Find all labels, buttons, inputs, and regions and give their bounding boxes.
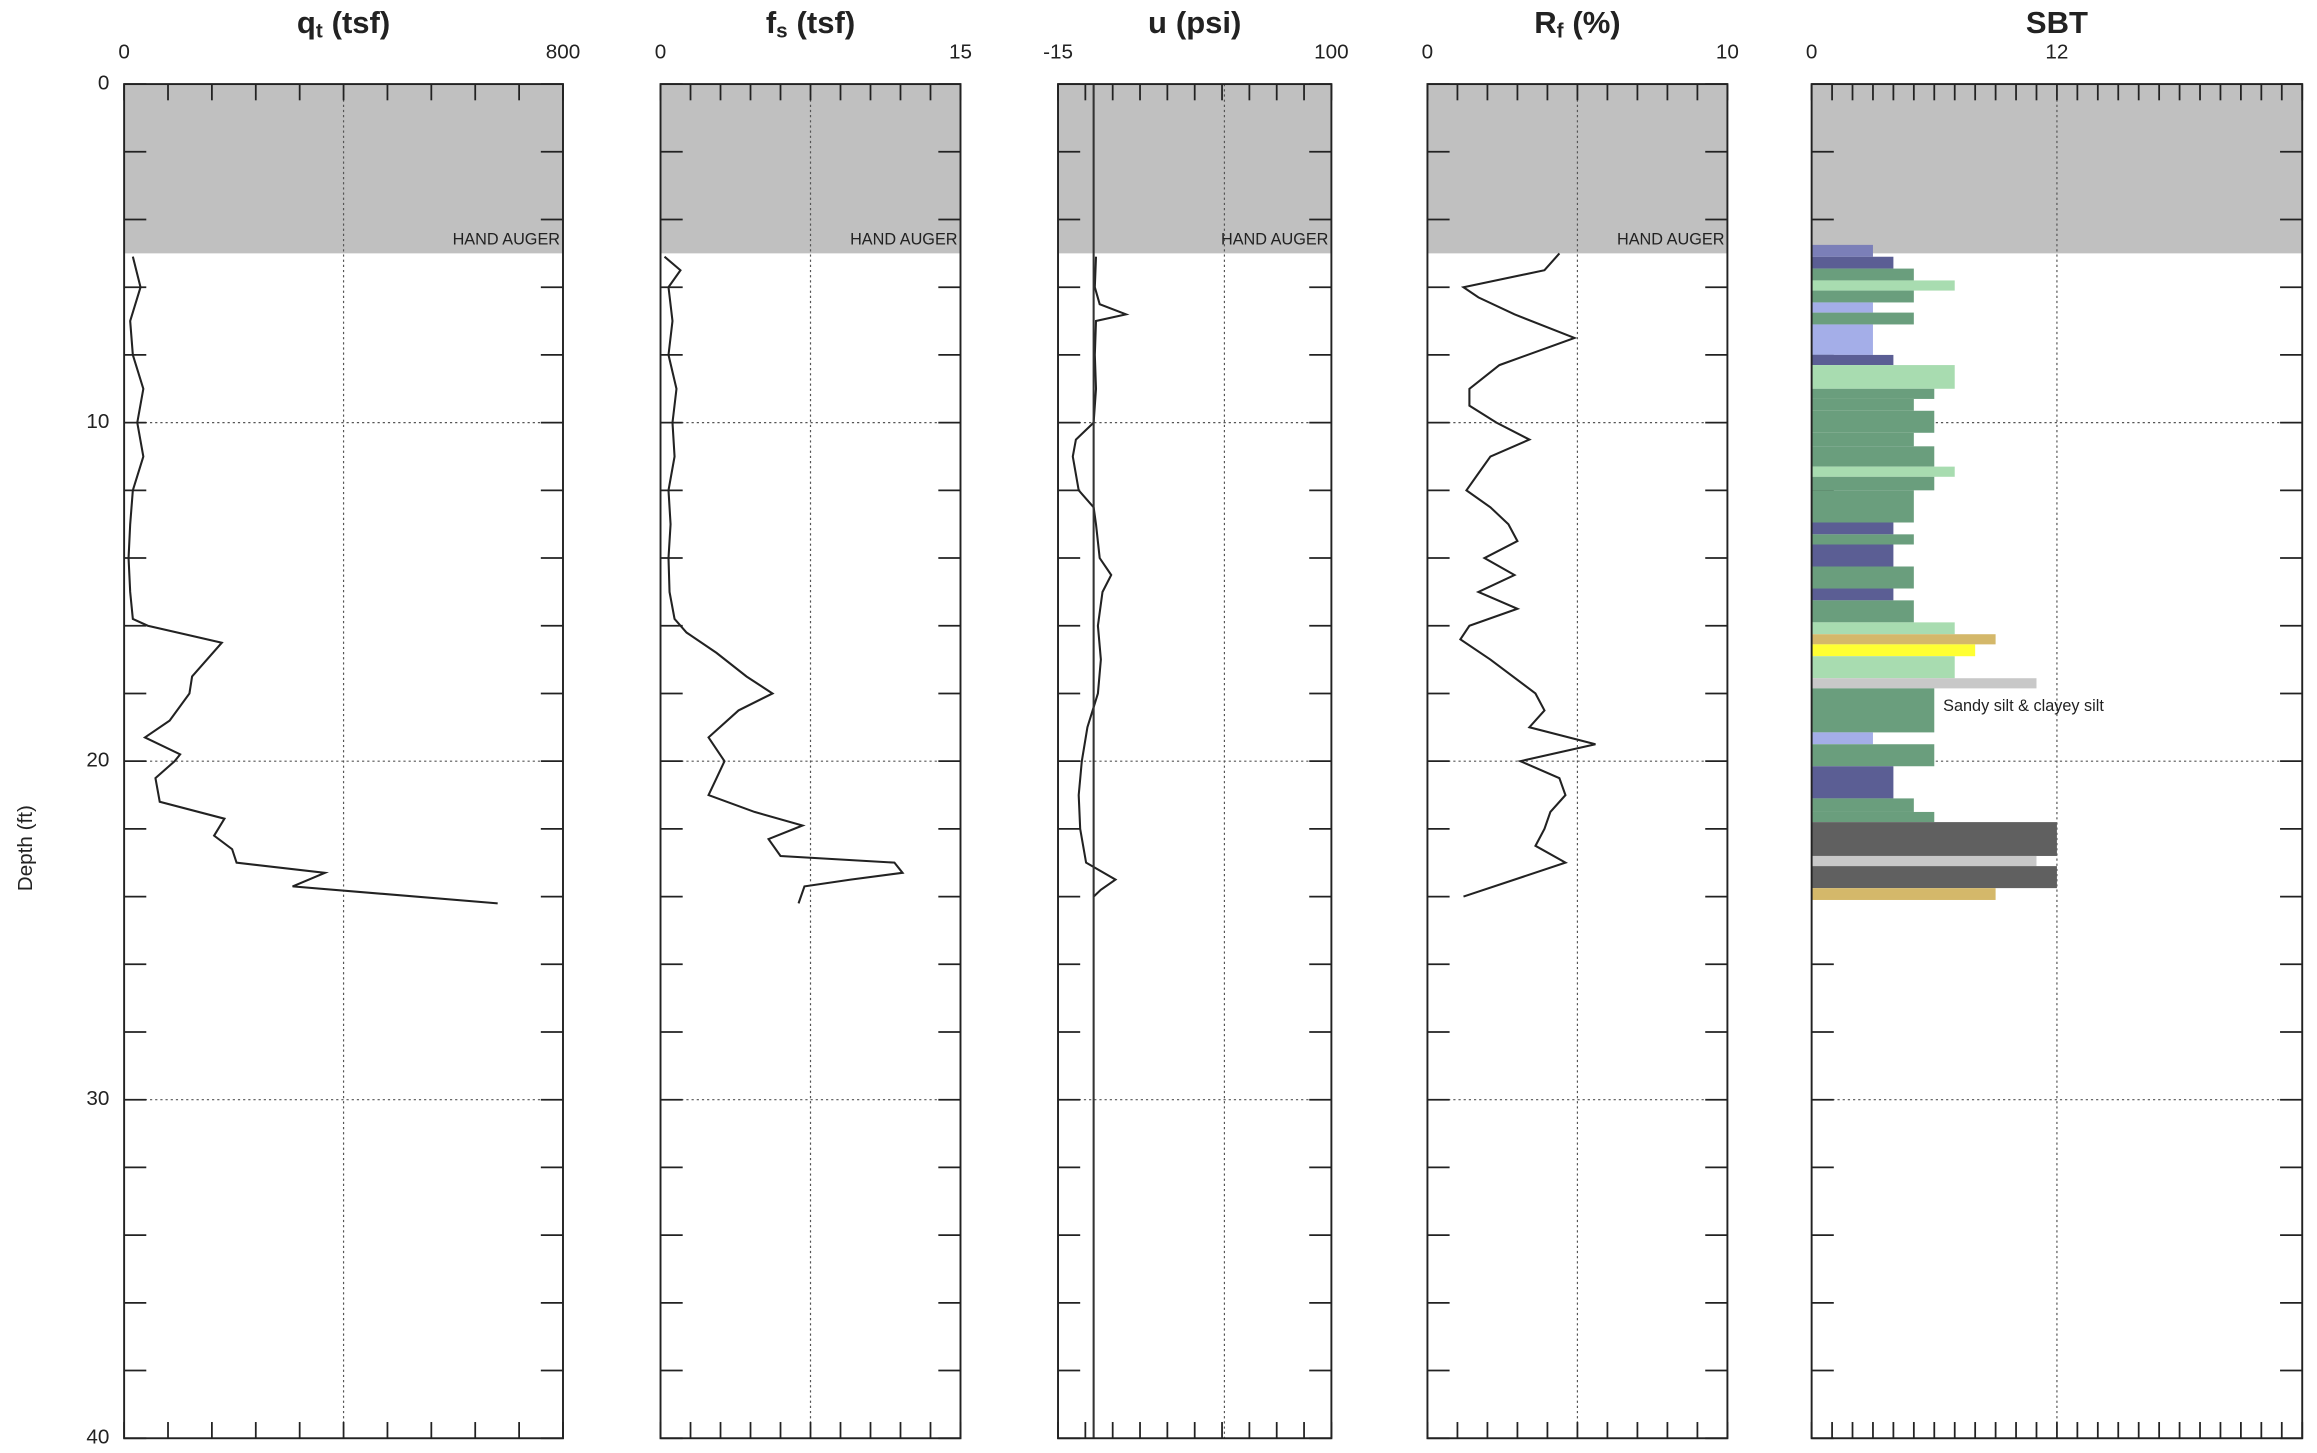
hand-auger-label: HAND AUGER: [850, 230, 957, 248]
title-subscript: f: [1557, 20, 1564, 43]
sbt-bar: [1811, 766, 1894, 799]
sbt-bar: [1811, 398, 1914, 411]
title-symbol: u: [1148, 5, 1167, 40]
sbt-bar: [1811, 522, 1894, 535]
title-symbol: R: [1534, 5, 1556, 40]
panel-frame: [659, 83, 962, 1440]
sbt-bar: [1811, 410, 1935, 433]
x-tick-label: 0: [655, 41, 667, 64]
sbt-bar: [1811, 566, 1914, 589]
panel-frame: [1810, 83, 2304, 1440]
sbt-bar: [1811, 432, 1914, 447]
x-tick-label: -15: [1043, 41, 1073, 64]
y-tick-label: 10: [86, 410, 109, 433]
data-line: [1458, 252, 1596, 898]
sbt-bar: [1811, 544, 1894, 567]
x-tick-label: 100: [1314, 41, 1348, 64]
sbt-bar: [1811, 656, 1955, 679]
panel-frame: [1057, 83, 1333, 1440]
panel-title: fs (tsf): [766, 5, 855, 43]
sbt-bar: [1811, 798, 1914, 812]
panel-title: u (psi): [1148, 5, 1241, 40]
panel-title: Rf (%): [1534, 5, 1620, 43]
sbt-bar: [1811, 888, 1996, 900]
sbt-bar: [1811, 600, 1914, 623]
sbt-bar: [1811, 634, 1996, 645]
hand-auger-zone: [1058, 84, 1332, 254]
data-line: [127, 256, 498, 905]
sbt-bar: [1811, 678, 2037, 689]
x-tick-label: 0: [1422, 41, 1434, 64]
sbt-bar: [1811, 446, 1935, 467]
y-axis-label: Depth (ft): [14, 805, 37, 891]
x-tick-label: 12: [2045, 41, 2068, 64]
title-symbol: f: [766, 5, 777, 40]
title-unit: (tsf): [797, 5, 856, 40]
sbt-bar: [1811, 466, 1955, 477]
sbt-bar: [1811, 732, 1873, 745]
x-tick-label: 10: [1716, 41, 1739, 64]
hand-auger-label: HAND AUGER: [1221, 230, 1328, 248]
x-tick-label: 15: [949, 41, 972, 64]
sbt-bar: [1811, 302, 1873, 313]
sbt-annotation: Sandy silt & clayey silt: [1943, 697, 2104, 715]
title-symbol: SBT: [2026, 5, 2088, 40]
sbt-bar: [1811, 490, 1914, 523]
sbt-bar: [1811, 811, 1935, 823]
sbt-bar: [1811, 855, 2037, 867]
sbt-bar: [1811, 822, 2057, 856]
sbt-bar: [1811, 588, 1894, 601]
sbt-bar: [1811, 476, 1935, 491]
sbt-bar: [1811, 365, 1955, 389]
hand-auger-label: HAND AUGER: [453, 230, 560, 248]
sbt-bar: [1811, 388, 1935, 399]
sbt-bar: [1811, 268, 1914, 281]
y-tick-label: 0: [98, 72, 110, 95]
y-tick-label: 30: [86, 1087, 109, 1110]
sbt-bar: [1811, 744, 1935, 767]
sbt-bar: [1811, 324, 1873, 355]
title-subscript: t: [316, 20, 323, 43]
x-tick-label: 800: [546, 41, 580, 64]
hand-auger-label: HAND AUGER: [1617, 230, 1724, 248]
sbt-bar: [1811, 866, 2057, 889]
title-subscript: s: [776, 20, 788, 43]
sbt-bar: [1811, 244, 1873, 257]
panel-frame: [123, 83, 564, 1440]
data-line: [663, 255, 905, 904]
title-symbol: q: [297, 5, 316, 40]
sbt-bar: [1811, 256, 1894, 269]
title-unit: (%): [1572, 5, 1620, 40]
sbt-bar: [1811, 644, 1976, 657]
y-tick-label: 20: [86, 749, 109, 772]
title-unit: (psi): [1176, 5, 1241, 40]
sbt-bar: [1811, 534, 1914, 545]
sbt-bar: [1811, 280, 1955, 291]
x-tick-label: 0: [1806, 41, 1818, 64]
title-unit: (tsf): [332, 5, 391, 40]
data-line: [1071, 256, 1130, 898]
panel-title: SBT: [2026, 5, 2088, 40]
sbt-bar: [1811, 312, 1914, 325]
sbt-bar: [1811, 688, 1935, 733]
y-tick-label: 40: [86, 1426, 109, 1449]
sbt-bar: [1811, 290, 1914, 303]
panel-frame: [1426, 83, 1729, 1440]
sbt-bar: [1811, 354, 1894, 366]
x-tick-label: 0: [118, 41, 130, 64]
panel-title: qt (tsf): [297, 5, 390, 43]
sbt-bar: [1811, 622, 1955, 635]
